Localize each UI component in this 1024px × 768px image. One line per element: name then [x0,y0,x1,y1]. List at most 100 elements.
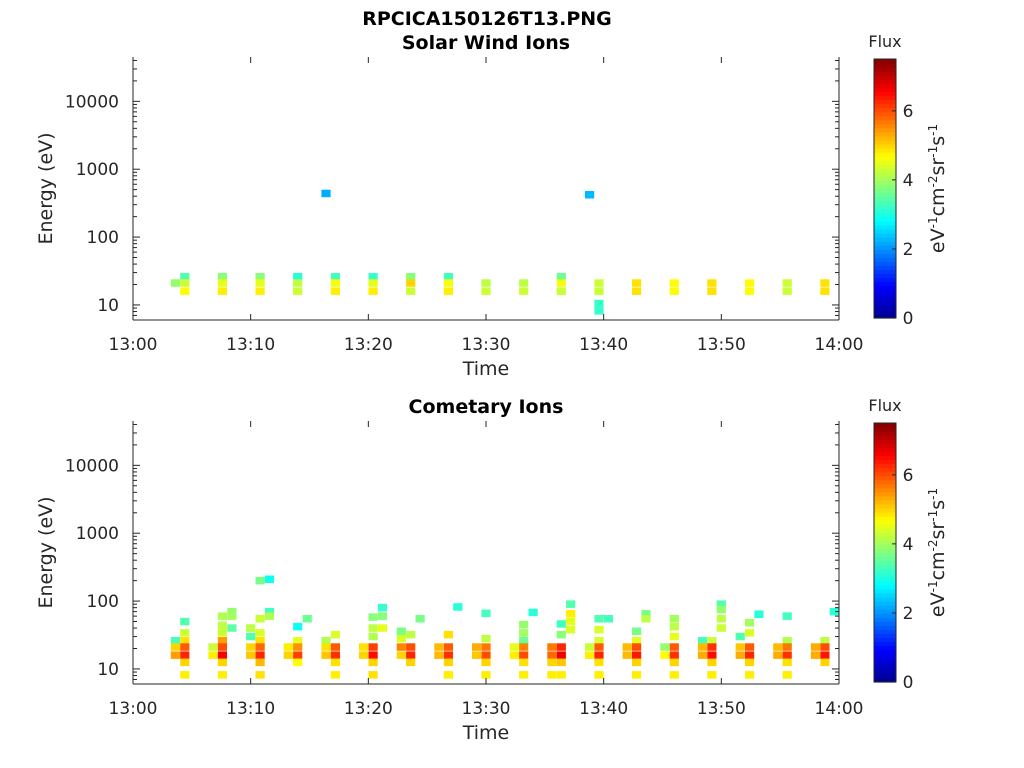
colorbar-swatch [874,552,896,558]
y-tick-label: 1000 [76,160,119,180]
heatmap-cell [509,651,519,659]
colorbar-swatch [874,592,896,598]
heatmap-cell [669,671,679,679]
panel-cometary-ions: Cometary Ions 13:00 13:10 13:20 13:30 13:40 13… [35,396,949,744]
colorbar-swatch [874,309,896,315]
heatmap-cells [170,575,839,679]
colorbar-swatch [874,273,896,279]
heatmap-cell [641,615,651,623]
heatmap-cell [594,299,604,308]
colorbar-swatch [874,164,896,169]
heatmap-cell [585,651,595,659]
heatmap-cell [716,624,726,632]
colorbar-swatch [874,645,896,651]
x-tick-label: 13:10 [226,335,275,355]
heatmap-cell [481,651,491,659]
heatmap-cell [594,287,604,295]
colorbar-title: Flux [868,32,901,51]
heatmap-cell [443,273,453,281]
heatmap-cell [707,658,717,667]
colorbar-swatch [874,443,896,448]
y-tick-label: 1000 [76,524,119,544]
colorbar-swatch [874,487,896,493]
colorbar-swatch [874,520,896,525]
heatmap-cell [566,600,576,608]
heatmap-cell [255,576,265,585]
heatmap-cell [368,643,378,651]
colorbar-swatch [874,637,896,643]
heatmap-cell [283,651,293,659]
colorbar-swatch [874,176,896,182]
heatmap-cell [170,651,180,659]
heatmap-cell [217,273,227,281]
colorbar-swatch [874,208,896,214]
heatmap-cell [359,651,369,659]
heatmap-cell [208,651,218,659]
x-tick-label: 13:30 [462,335,511,355]
colorbar-tick-label: 6 [903,466,914,486]
heatmap-cell [368,279,378,287]
colorbar-swatch [874,156,896,161]
heatmap-cell [406,658,416,667]
heatmap-cell [773,643,783,651]
colorbar-swatch [874,168,896,173]
x-tick-label: 13:40 [579,335,628,355]
heatmap-cell [330,287,340,295]
heatmap-cell [745,643,755,651]
heatmap-cell [368,658,378,667]
heatmap-cell [519,279,529,287]
colorbar: 0 2 4 6 Flux eV-1cm-2sr-1s-1 [868,396,949,693]
heatmap-cell [707,671,717,679]
heatmap-cell [180,637,190,645]
colorbar-swatch [874,447,896,452]
heatmap-cell [368,651,378,659]
heatmap-cell [180,617,190,626]
colorbar-swatch [874,512,896,517]
heatmap-cell [443,671,453,679]
heatmap-cell [481,658,491,667]
heatmap-cell [566,625,576,634]
heatmap-cell [754,610,764,618]
plot-area [133,57,839,320]
heatmap-cell [782,651,792,659]
heatmap-cell [472,651,482,659]
colorbar-swatch [874,269,896,275]
heatmap-cell [829,607,839,616]
heatmap-cell [566,617,576,626]
heatmap-cell [217,651,227,659]
heatmap-cell [594,307,604,315]
colorbar-swatch [874,139,896,145]
colorbar-swatch [874,463,896,469]
colorbar-swatch [874,143,896,149]
colorbar-swatch [874,653,896,659]
heatmap-cell [293,643,303,651]
heatmap-cell [707,643,717,651]
heatmap-cell [321,651,331,659]
heatmap-cell [519,637,529,645]
heatmap-cell [302,615,312,623]
heatmap-cell [443,643,453,651]
heatmap-cell [255,287,265,295]
colorbar-swatch [874,584,896,590]
colorbar-swatch [874,99,896,105]
heatmap-cell [472,643,482,651]
heatmap-cell [745,658,755,667]
colorbar-swatch [874,629,896,635]
panel-title: Solar Wind Ions [402,32,570,54]
heatmap-cell [170,637,180,645]
y-tick-label: 10 [97,296,119,316]
colorbar-swatch [874,228,896,234]
colorbar-swatch [874,285,896,291]
heatmap-cell [641,610,651,618]
heatmap-cell [519,651,529,659]
colorbar: 0 2 4 6 Flux eV-1cm-2sr-1s-1 [868,32,949,329]
heatmap-cell [283,643,293,651]
heatmap-cell [745,629,755,637]
heatmap-cell [519,671,529,679]
heatmap-cell [255,651,265,659]
y-tick-label: 10 [97,660,119,680]
colorbar-swatch [874,572,896,578]
heatmap-cell [255,637,265,645]
heatmap-cell [434,643,444,651]
heatmap-cell [330,658,340,667]
